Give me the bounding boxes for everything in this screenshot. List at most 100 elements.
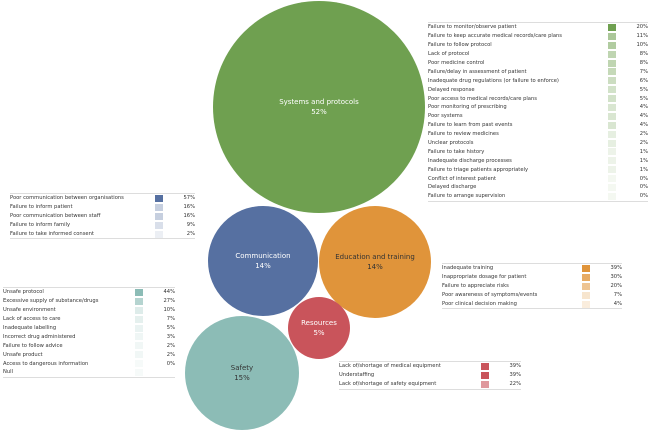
row-percent: 16% <box>183 213 195 220</box>
row-label: Delayed response <box>428 86 475 93</box>
row-percent: 39% <box>610 265 622 272</box>
share-square <box>608 183 616 191</box>
share-square <box>608 166 616 174</box>
table-row: Delayed discharge 0% <box>428 183 648 192</box>
table-row: Failure to triage patients appropriately… <box>428 165 648 174</box>
row-percent: 10% <box>636 42 648 49</box>
row-percent: 8% <box>639 60 648 66</box>
row-label: Poor communication between staff <box>10 213 101 220</box>
table-row: Unsafe protocol 44% <box>3 288 175 297</box>
share-square <box>135 368 143 376</box>
row-label: Lack of/shortage of medical equipment <box>339 363 441 370</box>
table-row: Failure to monitor/observe patient 20% <box>428 23 648 32</box>
row-label: Inadequate discharge processes <box>428 157 512 164</box>
table-row: Lack of/shortage of medical equipment 39% <box>339 362 521 371</box>
table-row: Inappropriate dosage for patient 30% <box>442 273 622 282</box>
row-percent: 22% <box>509 381 521 388</box>
share-square <box>608 68 616 76</box>
row-percent: 4% <box>639 113 648 120</box>
row-percent: 11% <box>636 33 648 40</box>
table-row: Poor communication between organisations… <box>10 194 195 203</box>
row-percent: 2% <box>186 231 195 237</box>
table-row: Failure to inform patient 16% <box>10 203 195 212</box>
row-percent: 7% <box>166 316 175 323</box>
row-percent: 1% <box>639 166 648 173</box>
row-label: Poor access to medical records/care plan… <box>428 95 537 102</box>
share-square <box>608 148 616 156</box>
table-row: Poor clinical decision making 4% <box>442 300 622 309</box>
bubble-communication[interactable]: Communication 14% <box>208 206 318 316</box>
share-square <box>608 86 616 94</box>
table-row: Inadequate drug regulations (or failure … <box>428 76 648 85</box>
share-square <box>608 112 616 120</box>
share-square <box>135 333 143 341</box>
bubble-education[interactable]: Education and training 14% <box>319 206 431 318</box>
share-square <box>582 300 590 308</box>
row-label: Inappropriate dosage for patient <box>442 274 527 281</box>
share-square <box>135 324 143 332</box>
bubble-label: Systems and protocols <box>279 98 359 106</box>
row-label: Unsafe environment <box>3 307 56 314</box>
share-square <box>155 212 163 220</box>
bubble-percent: 5% <box>313 329 325 337</box>
bubble-label: Communication <box>235 252 291 260</box>
share-square <box>608 139 616 147</box>
share-square <box>608 121 616 129</box>
row-label: Failure to arrange supervision <box>428 193 506 200</box>
bubble-safety[interactable]: Safety 15% <box>185 316 299 430</box>
row-label: Access to dangerous information <box>3 360 89 367</box>
table-row: Failure to follow protocol 10% <box>428 41 648 50</box>
row-label: Failure to learn from past events <box>428 122 513 129</box>
table-row: Failure/delay in assessment of patient 7% <box>428 67 648 76</box>
table-row: Failure to inform family 9% <box>10 221 195 230</box>
bubble-percent: 15% <box>234 374 250 382</box>
row-percent: 4% <box>639 122 648 129</box>
bubble-label: Education and training <box>335 253 415 261</box>
table-row: Inadequate labelling 5% <box>3 324 175 333</box>
row-percent: 5% <box>639 86 648 93</box>
row-percent: 6% <box>639 77 648 84</box>
share-square <box>155 203 163 211</box>
table-row: Inadequate training 39% <box>442 264 622 273</box>
share-square <box>135 342 143 350</box>
row-label: Poor medicine control <box>428 60 485 66</box>
systems-breakdown-table: Failure to monitor/observe patient 20% Fai… <box>428 22 648 202</box>
share-square <box>582 291 590 299</box>
row-label: Unsafe protocol <box>3 289 44 296</box>
row-percent: 27% <box>163 298 175 305</box>
row-label: Null <box>3 369 14 376</box>
row-percent: 0% <box>166 360 175 367</box>
table-row: Null <box>3 368 175 377</box>
row-percent: 2% <box>166 342 175 349</box>
share-square <box>155 230 163 238</box>
share-square <box>135 360 143 368</box>
table-row: Lack of/shortage of safety equipment 22% <box>339 380 521 389</box>
row-label: Unclear protocols <box>428 140 474 147</box>
share-square <box>608 103 616 111</box>
row-label: Understaffing <box>339 372 375 379</box>
table-row: Delayed response 5% <box>428 85 648 94</box>
share-square <box>608 50 616 58</box>
table-row: Poor access to medical records/care plan… <box>428 94 648 103</box>
row-label: Failure to take informed consent <box>10 231 94 237</box>
row-percent: 1% <box>639 148 648 155</box>
share-square <box>582 282 590 290</box>
row-percent: 10% <box>163 307 175 314</box>
row-label: Incorrect drug administered <box>3 333 76 340</box>
share-square <box>135 306 143 314</box>
row-label: Failure to inform patient <box>10 204 73 211</box>
row-label: Poor clinical decision making <box>442 301 517 307</box>
row-percent: 57% <box>183 195 195 202</box>
row-percent: 7% <box>613 292 622 299</box>
row-label: Inadequate drug regulations (or failure … <box>428 77 559 84</box>
bubble-systems[interactable]: Systems and protocols 52% <box>213 1 425 213</box>
row-percent: 4% <box>639 104 648 111</box>
table-row: Poor systems 4% <box>428 112 648 121</box>
row-label: Failure to appreciate risks <box>442 283 509 290</box>
bubble-resources[interactable]: Resources 5% <box>288 297 350 359</box>
share-square <box>481 371 489 379</box>
row-label: Failure to triage patients appropriately <box>428 166 529 173</box>
share-square <box>481 380 489 388</box>
row-percent: 39% <box>509 372 521 379</box>
row-label: Delayed discharge <box>428 184 477 191</box>
